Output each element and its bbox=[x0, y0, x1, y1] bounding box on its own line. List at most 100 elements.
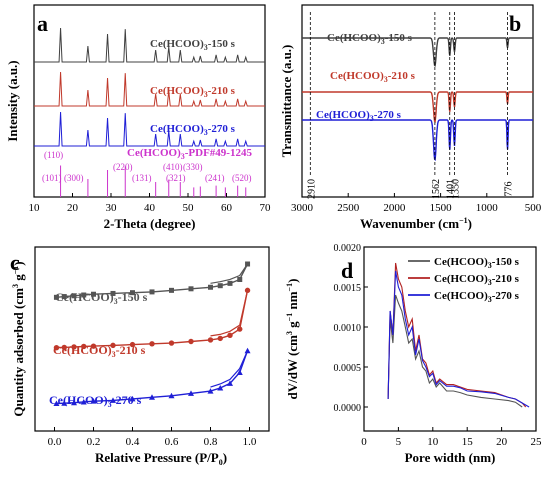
xrd-series-label: Ce(HCOO)3-270 s bbox=[150, 123, 236, 137]
x-tick-label: 2000 bbox=[383, 202, 406, 214]
data-point bbox=[149, 289, 155, 295]
data-point bbox=[244, 287, 251, 294]
data-point bbox=[236, 369, 243, 375]
xrd-series-label: Ce(HCOO)3-210 s bbox=[150, 85, 236, 99]
data-point bbox=[227, 380, 233, 386]
data-point bbox=[149, 394, 155, 400]
band-label: 1350 bbox=[450, 179, 461, 199]
data-point bbox=[227, 332, 233, 338]
data-point bbox=[237, 277, 243, 282]
pdf-reference-label: Ce(HCOO)3-PDF#49-1245 bbox=[127, 147, 252, 161]
data-point bbox=[91, 291, 96, 297]
legend-label: Ce(HCOO)3-210 s bbox=[434, 273, 520, 287]
y-axis-title: Quantity adsorbed (cm3 g−1) bbox=[11, 261, 26, 416]
data-point bbox=[110, 290, 116, 296]
data-point bbox=[130, 290, 135, 296]
band-label: 1401 bbox=[446, 179, 457, 199]
data-point bbox=[207, 337, 214, 343]
isotherm-series-label: Ce(HCOO)3-210 s bbox=[53, 343, 146, 359]
hkl-label: (321) bbox=[166, 173, 186, 183]
psd-series-line bbox=[387, 294, 523, 408]
xrd-series-line bbox=[34, 71, 265, 107]
data-point bbox=[129, 395, 136, 402]
hkl-label: (220) bbox=[113, 162, 133, 172]
ftir-series-label: Ce(HCOO)3-150 s bbox=[327, 32, 413, 46]
y-axis-title: dV/dW (cm3 g−1 nm−1) bbox=[285, 279, 300, 400]
data-point bbox=[237, 326, 243, 332]
data-point bbox=[90, 343, 97, 349]
ftir-series-line bbox=[302, 91, 533, 124]
data-point bbox=[80, 398, 87, 405]
x-tick-label: 40 bbox=[144, 202, 156, 214]
data-point bbox=[61, 344, 67, 351]
data-point bbox=[81, 292, 87, 298]
band-label: 1562 bbox=[431, 179, 442, 199]
x-tick-label: 15 bbox=[462, 436, 474, 448]
hkl-label: (410) bbox=[163, 162, 183, 172]
x-tick-label: 10 bbox=[427, 436, 439, 448]
data-point bbox=[188, 286, 194, 292]
ftir-series-label: Ce(HCOO)3-270 s bbox=[316, 109, 402, 123]
y-axis-title: Transmittance (a.u.) bbox=[279, 45, 294, 158]
x-tick-label: 70 bbox=[260, 202, 272, 214]
data-point bbox=[217, 385, 224, 391]
panel-label: d bbox=[341, 258, 353, 283]
y-tick-label: 0.0005 bbox=[334, 363, 362, 374]
x-tick-label: 20 bbox=[67, 202, 79, 214]
data-point bbox=[110, 342, 116, 349]
data-point bbox=[110, 397, 116, 403]
panel-label: a bbox=[37, 11, 48, 36]
data-point bbox=[81, 343, 87, 350]
data-point bbox=[227, 280, 233, 286]
data-point bbox=[217, 283, 223, 289]
data-point bbox=[169, 287, 174, 293]
legend-label: Ce(HCOO)3-150 s bbox=[434, 256, 520, 270]
xrd-series-line bbox=[34, 27, 265, 63]
data-point bbox=[61, 400, 68, 406]
band-label: 776 bbox=[503, 182, 514, 197]
hkl-label: (110) bbox=[44, 150, 63, 160]
panel-a-frame bbox=[33, 4, 266, 198]
y-tick-label: 0.0020 bbox=[334, 243, 362, 254]
x-axis-title: 2-Theta (degree) bbox=[104, 216, 196, 231]
x-tick-label: 20 bbox=[496, 436, 508, 448]
x-tick-label: 500 bbox=[525, 202, 542, 214]
hkl-label: (241) bbox=[205, 173, 225, 183]
data-point bbox=[217, 335, 223, 342]
data-point bbox=[71, 399, 77, 406]
x-tick-label: 1000 bbox=[476, 202, 499, 214]
data-point bbox=[53, 294, 59, 300]
panel-label: c bbox=[10, 250, 20, 275]
x-tick-label: 1500 bbox=[430, 202, 453, 214]
data-point bbox=[208, 284, 213, 290]
data-point bbox=[188, 338, 194, 345]
x-tick-label: 50 bbox=[183, 202, 195, 214]
data-point bbox=[53, 345, 60, 351]
isotherm-desorption-line bbox=[210, 290, 249, 337]
panel-label: b bbox=[509, 11, 521, 36]
data-point bbox=[61, 294, 67, 300]
x-tick-label: 0.2 bbox=[87, 436, 101, 448]
data-point bbox=[53, 400, 60, 406]
x-tick-label: 0.8 bbox=[204, 436, 218, 448]
x-tick-label: 10 bbox=[29, 202, 41, 214]
hkl-label: (131) bbox=[132, 173, 152, 183]
x-tick-label: 5 bbox=[396, 436, 402, 448]
data-point bbox=[207, 388, 214, 394]
xrd-series-line bbox=[34, 111, 265, 147]
ftir-series-line bbox=[302, 37, 533, 67]
x-tick-label: 0.4 bbox=[126, 436, 140, 448]
y-tick-label: 0.0010 bbox=[334, 323, 362, 334]
panel-c-frame bbox=[34, 246, 270, 432]
x-tick-label: 2500 bbox=[337, 202, 360, 214]
x-axis-title: Pore width (nm) bbox=[405, 450, 496, 465]
data-point bbox=[71, 344, 77, 350]
isotherm-series-label: Ce(HCOO)3-270 s bbox=[49, 393, 142, 409]
x-tick-label: 3000 bbox=[291, 202, 314, 214]
data-point bbox=[168, 392, 175, 399]
data-point bbox=[168, 340, 175, 346]
isotherm-series-label: Ce(HCOO)3-150 s bbox=[55, 290, 148, 306]
y-axis-title: Intensity (a.u.) bbox=[5, 60, 20, 141]
data-point bbox=[244, 347, 251, 354]
hkl-label: (330) bbox=[183, 162, 203, 172]
